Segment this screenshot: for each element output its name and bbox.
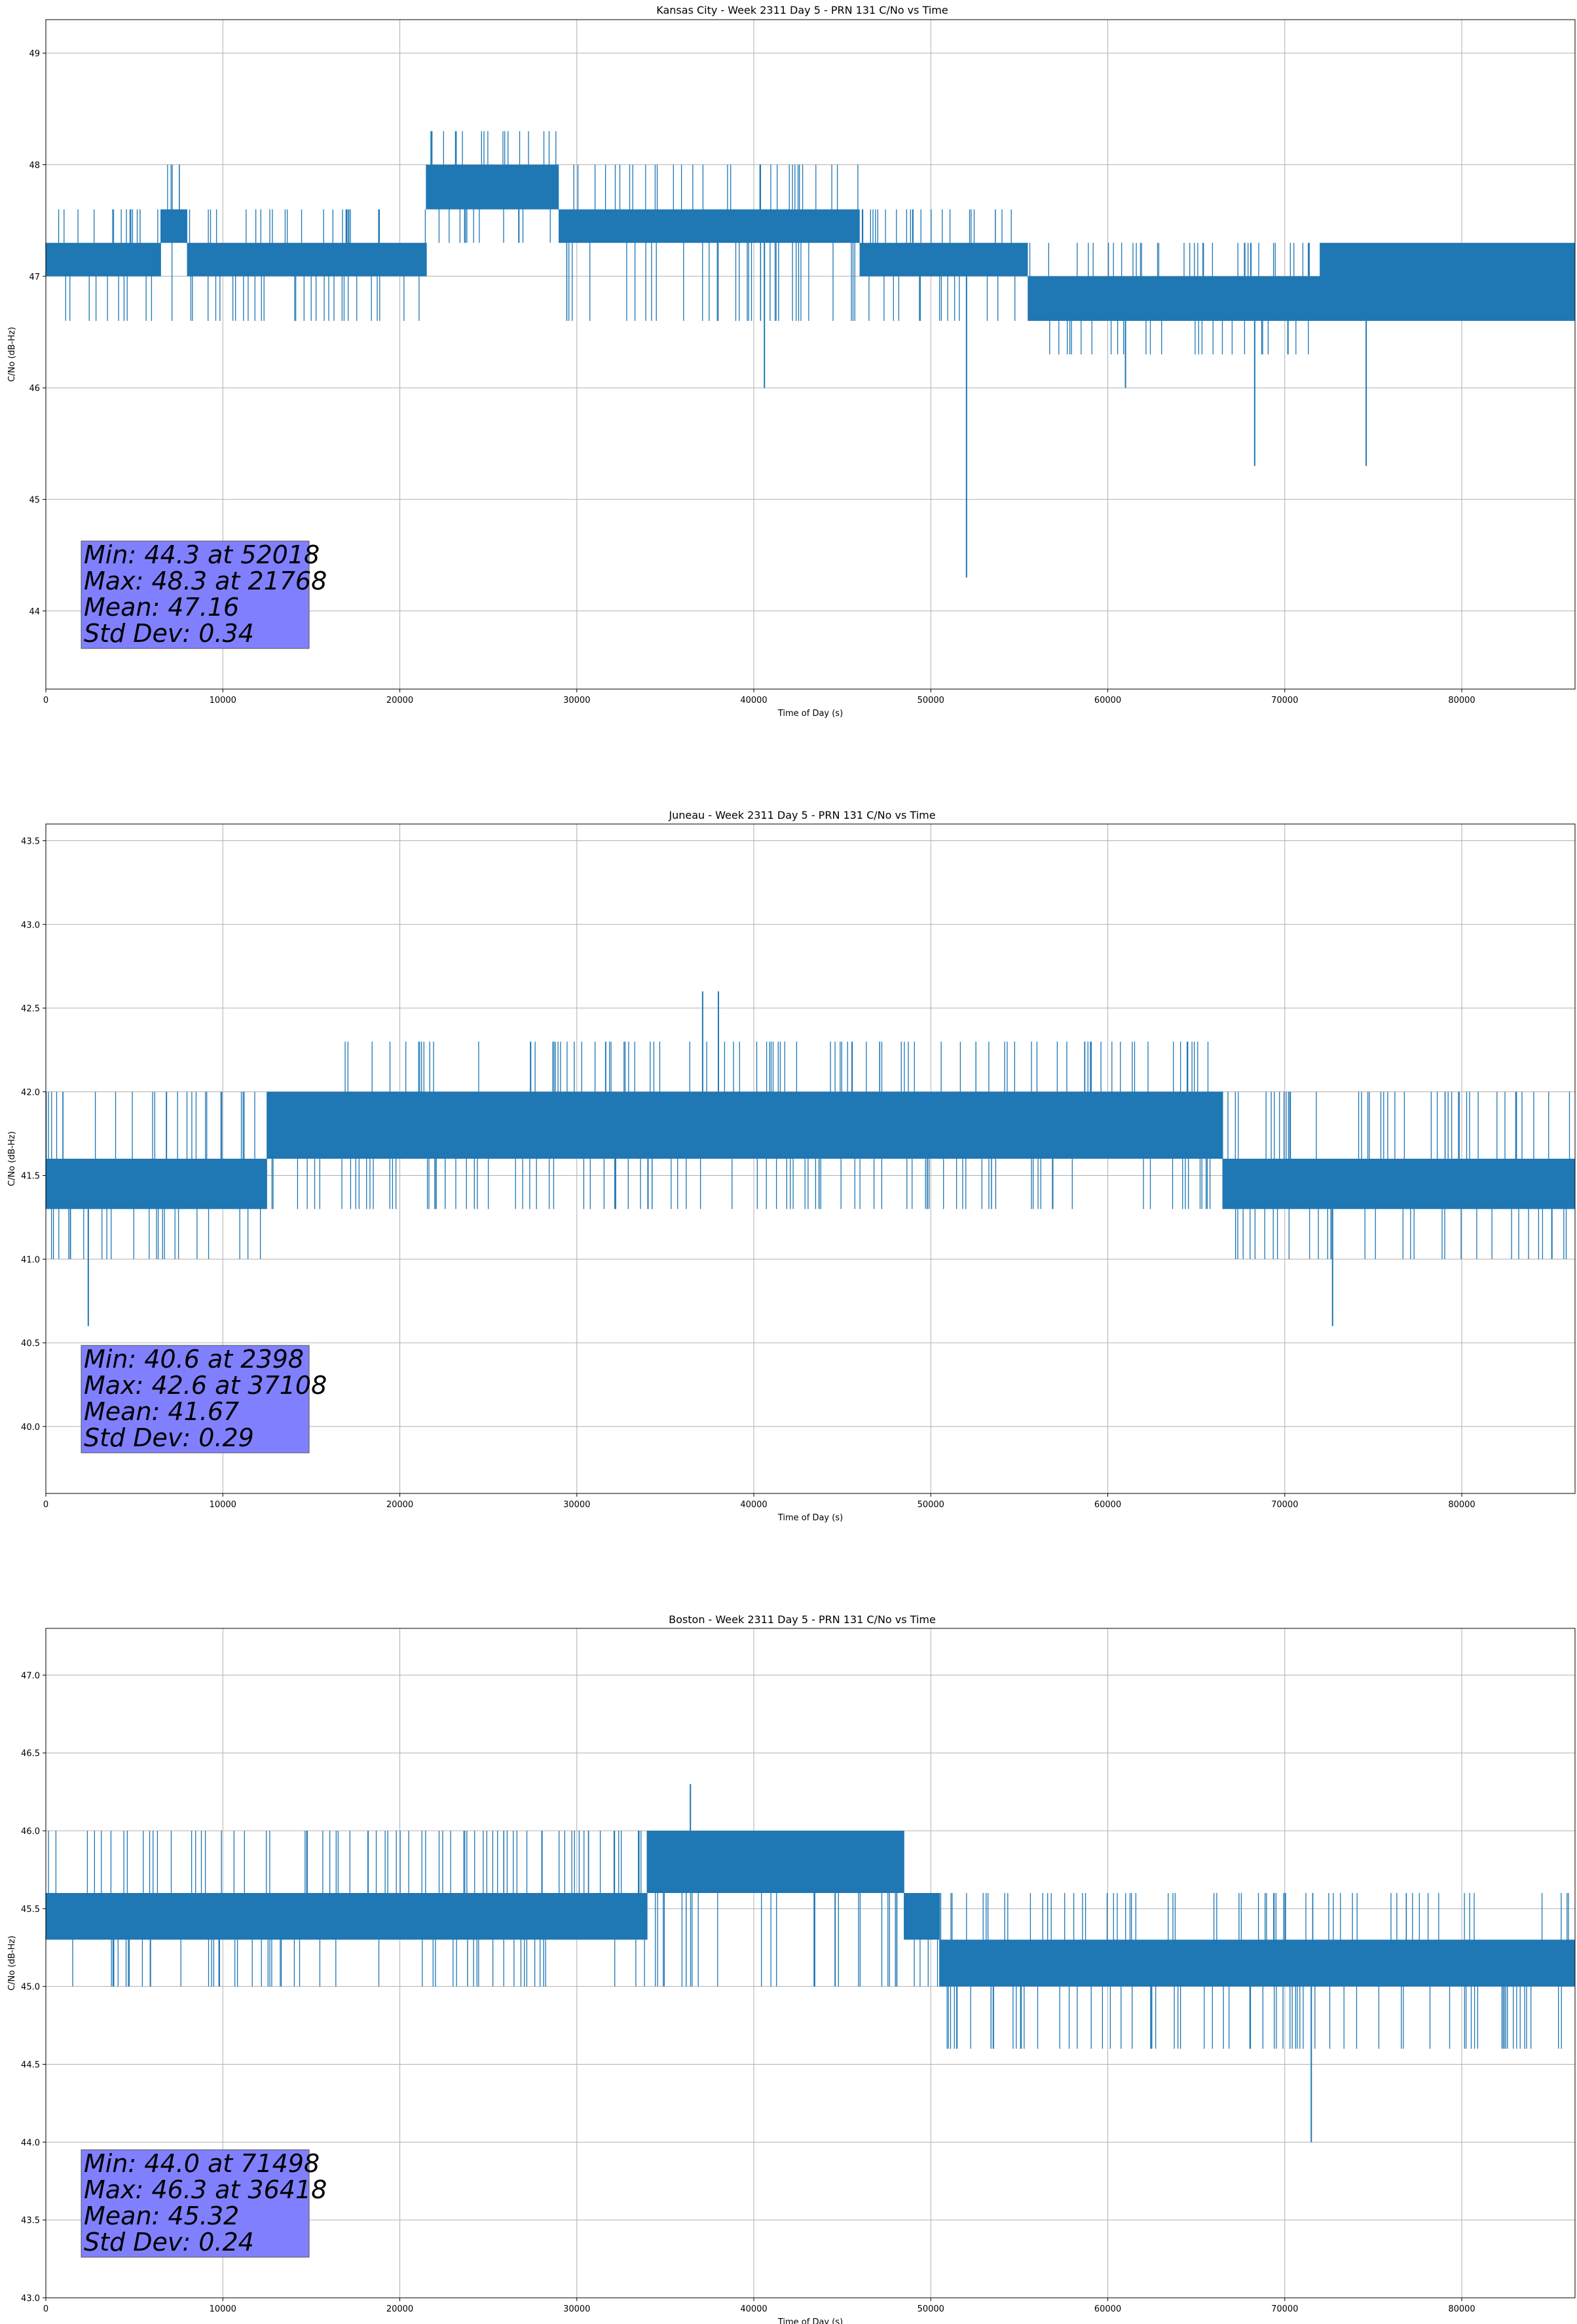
x-axis-label: Time of Day (s) (777, 1513, 843, 1523)
x-tick-label: 70000 (1271, 2304, 1298, 2314)
plot-title: Boston - Week 2311 Day 5 - PRN 131 C/No … (669, 1613, 936, 1626)
stats-box: Min: 44.3 at 52018 Max: 48.3 at 21768 Me… (81, 540, 327, 649)
series-band (45, 1831, 1576, 2049)
stats-box: Min: 44.0 at 71498 Max: 46.3 at 36418 Me… (81, 2149, 327, 2258)
cno-series-line (45, 131, 1576, 578)
stats-box-background (81, 1345, 310, 1453)
plot-title: Kansas City - Week 2311 Day 5 - PRN 131 … (656, 4, 948, 16)
x-tick-label: 40000 (740, 696, 767, 705)
y-tick-labels: 44 45 46 47 48 49 (29, 49, 46, 617)
x-tick-label: 50000 (918, 2304, 944, 2314)
x-tick-label: 40000 (740, 2304, 767, 2314)
x-tick-label: 60000 (1094, 1500, 1121, 1510)
x-tick-label: 0 (43, 696, 48, 705)
y-tick-label: 48 (29, 160, 40, 170)
y-axis-label: C/No (dB-Hz) (7, 1936, 17, 1991)
x-tick-labels: 0 10000 20000 30000 40000 50000 60000 70000 8000… (43, 689, 1475, 705)
x-tick-label: 30000 (563, 696, 590, 705)
x-tick-labels: 0 10000 20000 30000 40000 50000 60000 70000 8000… (43, 1493, 1475, 1510)
x-axis-label: Time of Day (s) (777, 2317, 843, 2324)
plot-frame (45, 1628, 1576, 2298)
stats-mean: Mean: 41.67 (84, 1397, 239, 1426)
y-tick-label: 42.0 (21, 1088, 40, 1098)
stats-max: Max: 42.6 at 37108 (84, 1371, 327, 1400)
x-tick-label: 60000 (1094, 2304, 1121, 2314)
y-tick-label: 43.5 (21, 837, 40, 847)
boston-plot: Boston - Week 2311 Day 5 - PRN 131 C/No … (7, 1613, 1576, 2324)
plot-frame (45, 19, 1576, 690)
juneau-plot: Juneau - Week 2311 Day 5 - PRN 131 C/No … (7, 809, 1576, 1523)
cno-series-line (45, 1784, 1576, 2143)
stats-min: Min: 44.3 at 52018 (84, 540, 320, 569)
x-tick-label: 50000 (918, 1500, 944, 1510)
stats-mean: Mean: 47.16 (84, 593, 239, 622)
y-tick-label: 40.5 (21, 1339, 40, 1349)
y-tick-label: 49 (29, 49, 40, 59)
stats-min: Min: 44.0 at 71498 (84, 2149, 320, 2178)
y-axis-label: C/No (dB-Hz) (7, 1131, 17, 1186)
x-tick-label: 10000 (210, 2304, 236, 2314)
x-tick-labels: 0 10000 20000 30000 40000 50000 60000 70000 8000… (43, 2298, 1475, 2314)
kansas-city-plot: Kansas City - Week 2311 Day 5 - PRN 131 … (7, 4, 1576, 719)
x-tick-label: 20000 (386, 2304, 413, 2314)
plot-frame (45, 823, 1576, 1494)
y-tick-label: 46 (29, 384, 40, 394)
x-tick-label: 30000 (563, 1500, 590, 1510)
stats-std-dev: Std Dev: 0.29 (84, 1423, 254, 1452)
stats-mean: Mean: 45.32 (84, 2202, 239, 2230)
x-tick-label: 80000 (1448, 1500, 1475, 1510)
y-tick-label: 46.5 (21, 1749, 40, 1759)
y-tick-label: 46.0 (21, 1827, 40, 1837)
y-tick-label: 41.0 (21, 1255, 40, 1265)
y-tick-label: 45.0 (21, 1983, 40, 1993)
y-axis-label: C/No (dB-Hz) (7, 327, 17, 382)
x-tick-label: 70000 (1271, 1500, 1298, 1510)
y-tick-label: 43.0 (21, 2294, 40, 2304)
x-tick-label: 40000 (740, 1500, 767, 1510)
y-tick-label: 45 (29, 495, 40, 505)
x-tick-label: 50000 (918, 696, 944, 705)
stats-box-background (81, 540, 310, 649)
y-tick-label: 41.5 (21, 1172, 40, 1182)
y-tick-label: 44.0 (21, 2138, 40, 2148)
cno-series-line (45, 991, 1576, 1326)
y-tick-label: 42.5 (21, 1004, 40, 1014)
x-tick-label: 0 (43, 1500, 48, 1510)
x-tick-label: 60000 (1094, 696, 1121, 705)
x-tick-label: 30000 (563, 2304, 590, 2314)
y-tick-label: 47.0 (21, 1671, 40, 1681)
y-tick-labels: 43.0 43.5 44.0 44.5 45.0 45.5 46.0 46.5 47.0 (21, 1671, 46, 2304)
stats-box: Min: 40.6 at 2398 Max: 42.6 at 37108 Mea… (81, 1345, 327, 1453)
y-tick-label: 44 (29, 607, 40, 617)
x-tick-label: 80000 (1448, 696, 1475, 705)
plot-title: Juneau - Week 2311 Day 5 - PRN 131 C/No … (668, 809, 935, 821)
y-tick-label: 43.5 (21, 2216, 40, 2226)
stats-min: Min: 40.6 at 2398 (84, 1345, 304, 1374)
x-tick-label: 80000 (1448, 2304, 1475, 2314)
x-tick-label: 20000 (386, 696, 413, 705)
stats-std-dev: Std Dev: 0.24 (84, 2228, 254, 2257)
x-tick-label: 20000 (386, 1500, 413, 1510)
stats-max: Max: 48.3 at 21768 (84, 567, 327, 595)
y-tick-label: 47 (29, 272, 40, 282)
y-tick-label: 44.5 (21, 2060, 40, 2070)
y-tick-label: 45.5 (21, 1905, 40, 1915)
x-tick-label: 10000 (210, 1500, 236, 1510)
x-tick-label: 10000 (210, 696, 236, 705)
y-tick-label: 40.0 (21, 1423, 40, 1433)
x-axis-label: Time of Day (s) (777, 709, 843, 719)
stats-box-background (81, 2149, 310, 2258)
stats-max: Max: 46.3 at 36418 (84, 2175, 327, 2204)
series-band (45, 1041, 1576, 1260)
y-tick-labels: 40.0 40.5 41.0 41.5 42.0 42.5 43.0 43.5 (21, 837, 46, 1433)
y-tick-label: 43.0 (21, 920, 40, 930)
x-tick-label: 0 (43, 2304, 48, 2314)
stats-std-dev: Std Dev: 0.34 (84, 619, 254, 648)
x-tick-label: 70000 (1271, 696, 1298, 705)
